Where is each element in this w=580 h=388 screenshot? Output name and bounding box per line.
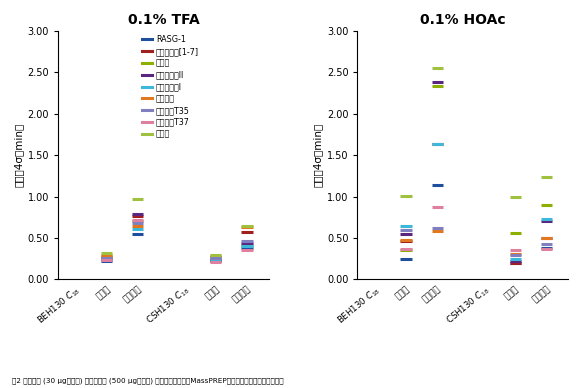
Title: 0.1% TFA: 0.1% TFA [128, 13, 200, 27]
Y-axis label: 峰宽（4σ，min）: 峰宽（4σ，min） [313, 123, 322, 187]
Title: 0.1% HOAc: 0.1% HOAc [420, 13, 506, 27]
Text: 图2 在分析型 (30 μg混合物) 和半制备型 (500 μg混合物) 上样量下观察到的MassPREP肽混合物中各种物质的峰宽。: 图2 在分析型 (30 μg混合物) 和半制备型 (500 μg混合物) 上样量… [12, 378, 283, 384]
Legend: RASG-1, 血管紧张素[1-7], 缓激肽, 血管紧张素II, 血管紧张素I, 肾素底物, 烯醇化醂T35, 烯醇化醂T37, 蜂毒肽: RASG-1, 血管紧张素[1-7], 缓激肽, 血管紧张素II, 血管紧张素I… [142, 35, 199, 139]
Y-axis label: 峰宽（4σ，min）: 峰宽（4σ，min） [13, 123, 23, 187]
